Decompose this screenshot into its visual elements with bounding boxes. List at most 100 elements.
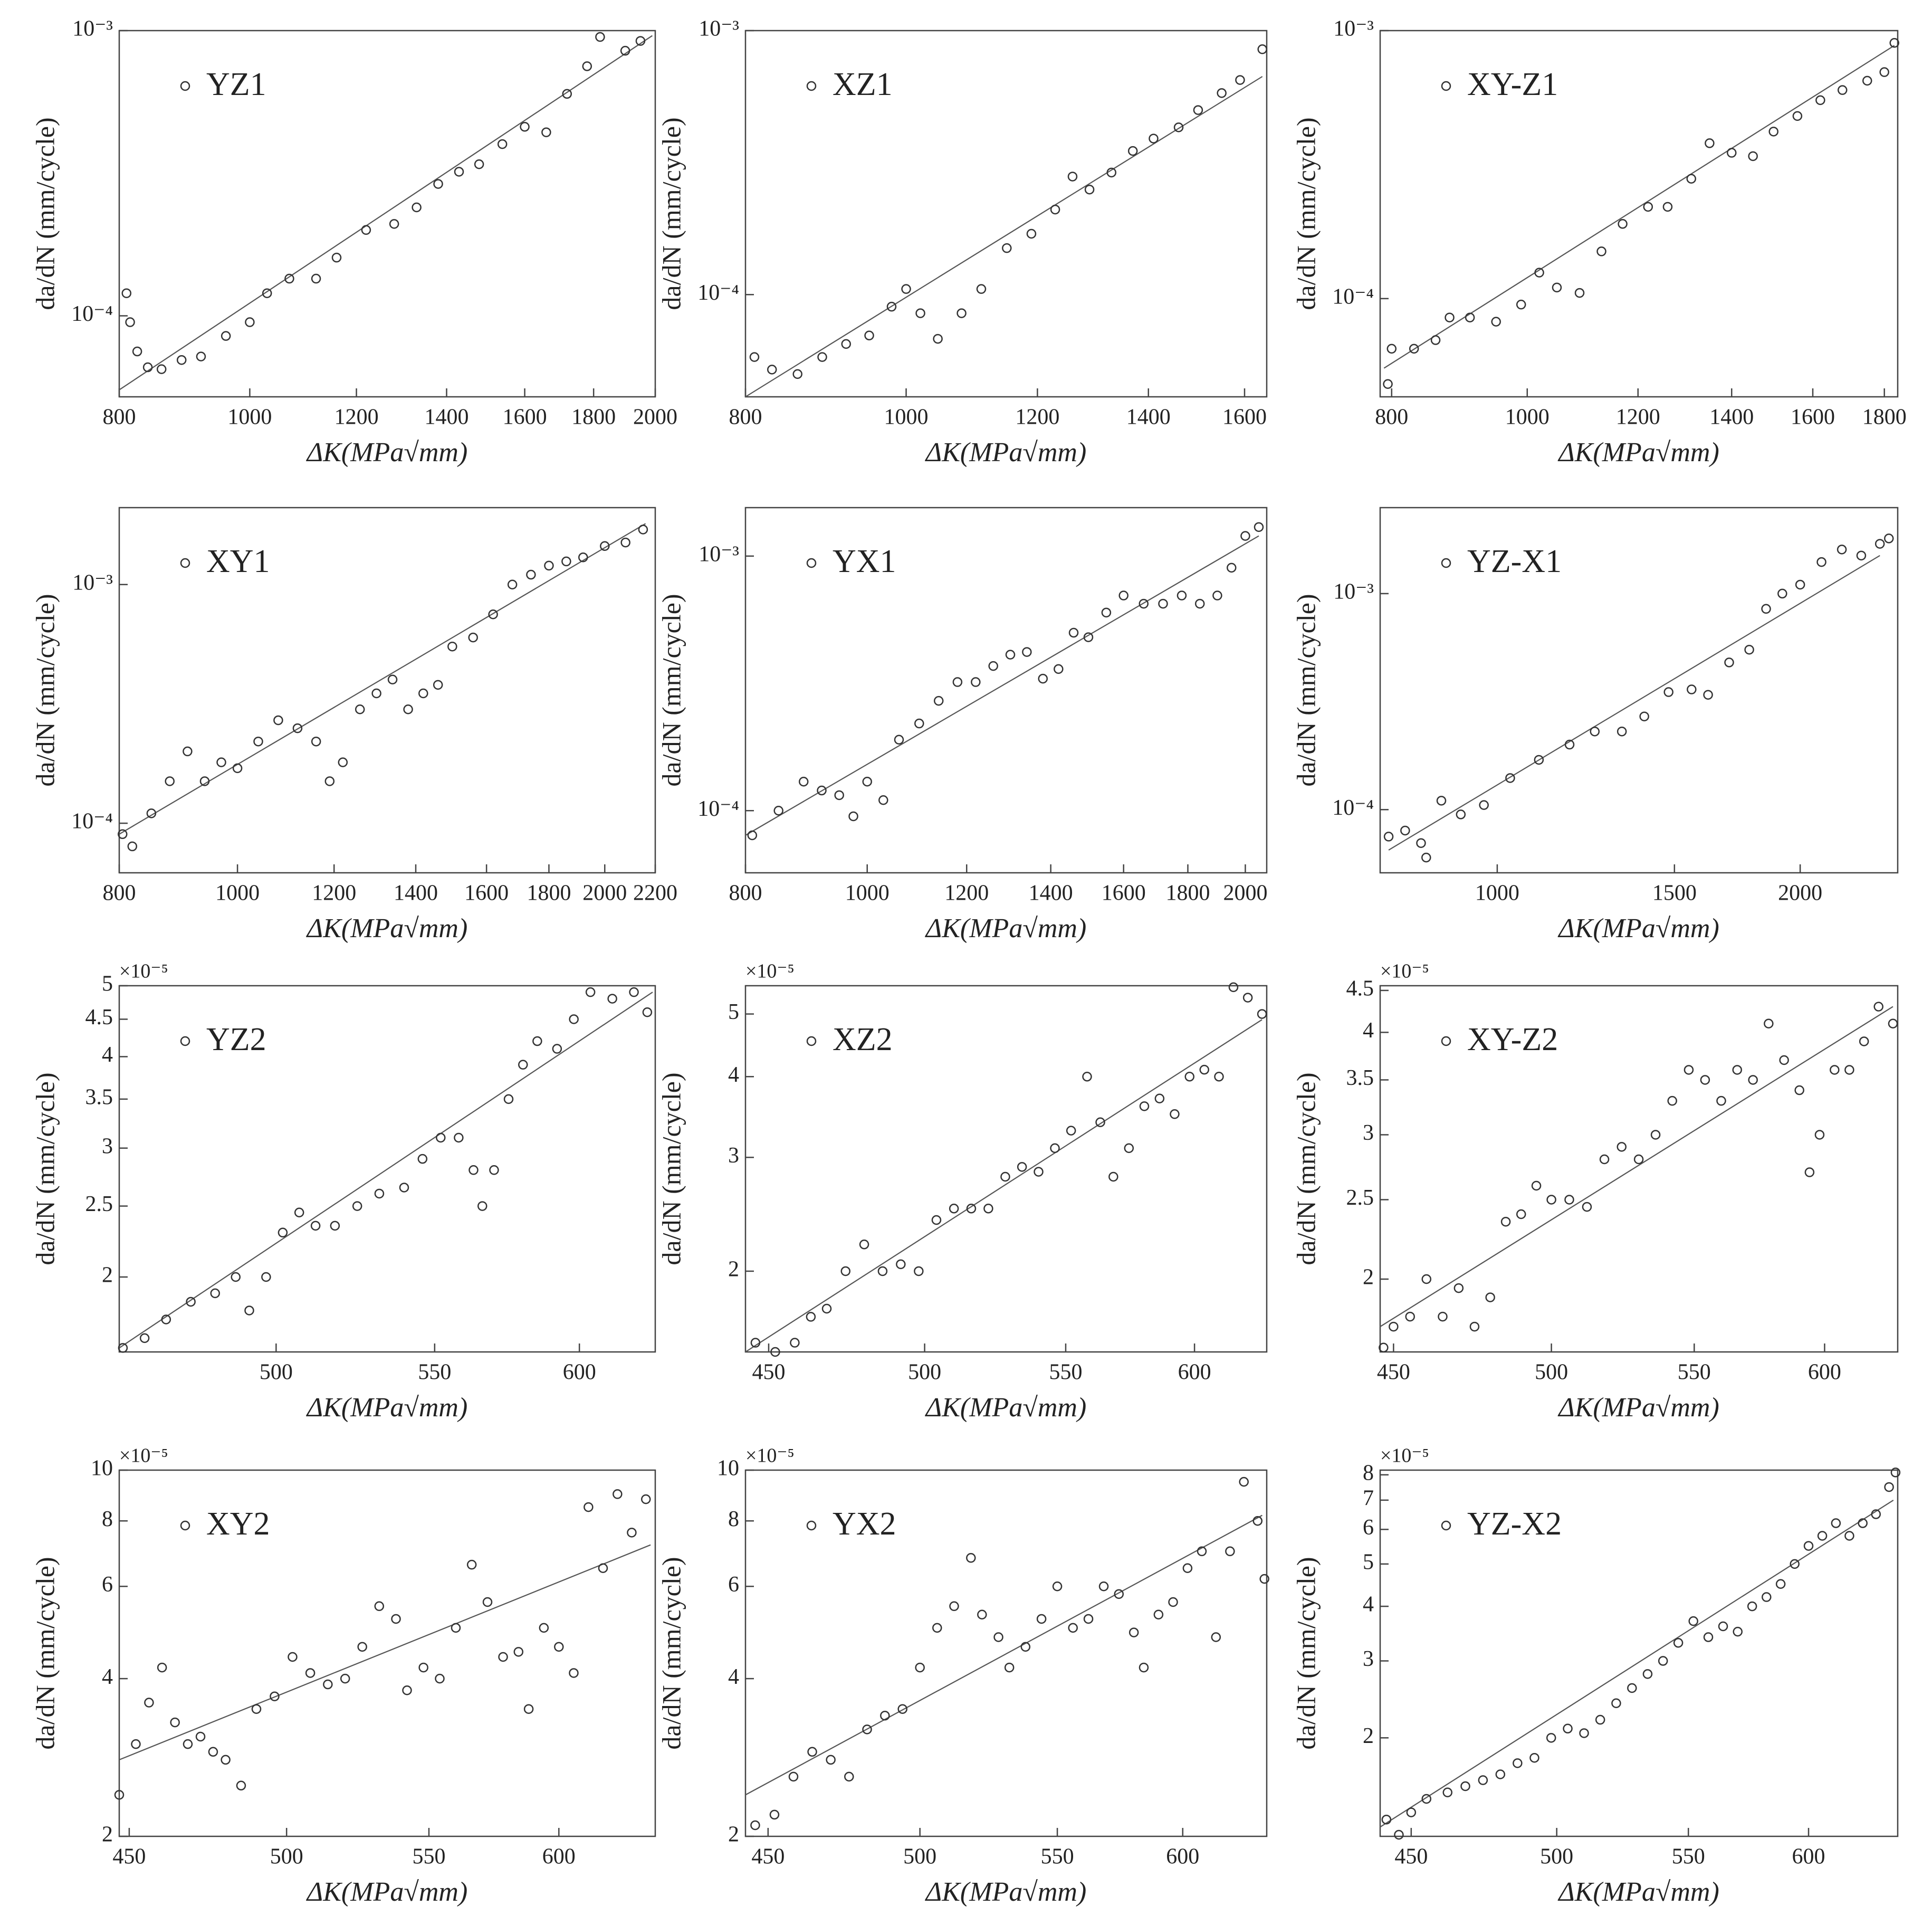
data-point (125, 317, 135, 327)
data-point (310, 1221, 321, 1231)
x-tick-label: 1000 (884, 405, 929, 430)
fit-line (1383, 45, 1895, 369)
data-point (526, 569, 536, 580)
data-point (562, 89, 572, 99)
data-point (278, 1227, 288, 1238)
y-tick-label: 10 (717, 1456, 739, 1481)
fit-line (745, 1514, 1263, 1796)
data-point (292, 723, 303, 733)
data-point (1083, 1614, 1094, 1624)
data-point (840, 1266, 851, 1276)
x-axis-label: ΔK(MPa√mm) (925, 913, 1087, 944)
y-tick-label: 3.5 (1346, 1066, 1374, 1090)
data-point (1022, 647, 1032, 657)
data-point (1633, 1154, 1644, 1165)
data-point (1409, 344, 1419, 354)
y-tick-label: 8 (102, 1507, 113, 1531)
x-tick-label: 1000 (1505, 405, 1550, 430)
data-point (1478, 1775, 1488, 1785)
data-point (1688, 1616, 1698, 1626)
data-point (520, 122, 530, 132)
y-tick-label: 10⁻³ (1333, 17, 1374, 41)
data-point (1421, 1794, 1432, 1804)
data-point (1445, 312, 1455, 322)
data-point (1173, 122, 1184, 132)
y-tick-label: 2 (102, 1823, 113, 1847)
data-point (1381, 1814, 1392, 1825)
data-point (1790, 1559, 1800, 1569)
x-tick-label: 450 (752, 1360, 785, 1385)
legend-marker (1441, 1520, 1451, 1531)
data-point (183, 746, 193, 757)
data-point (1618, 219, 1628, 229)
data-point (232, 763, 243, 774)
data-point (1888, 1018, 1898, 1028)
data-point (1844, 1065, 1854, 1075)
data-point (1775, 1579, 1786, 1589)
y-tick-label: 6 (728, 1573, 739, 1597)
data-point (1516, 1209, 1526, 1219)
data-point (1673, 1638, 1684, 1648)
y-multiplier: ×10⁻⁵ (119, 960, 168, 983)
data-point (1727, 148, 1737, 158)
data-point (1687, 684, 1697, 694)
data-point (1764, 1018, 1774, 1028)
data-point (1438, 1311, 1448, 1322)
x-tick-label: 450 (1377, 1360, 1410, 1385)
data-point (1197, 1546, 1207, 1557)
data-point (1862, 75, 1872, 86)
data-point (231, 1272, 241, 1282)
data-point (1389, 1321, 1399, 1332)
data-point (118, 829, 128, 840)
data-point (1228, 982, 1239, 993)
data-point (1005, 650, 1016, 660)
y-tick-label: 2 (728, 1823, 739, 1847)
data-point (1400, 825, 1410, 836)
x-tick-label: 600 (1178, 1360, 1211, 1385)
legend-label: YZ1 (206, 66, 266, 102)
data-point (638, 525, 648, 535)
data-point (1066, 1126, 1076, 1136)
data-point (957, 308, 967, 318)
y-tick-label: 3.5 (85, 1085, 113, 1110)
x-axis-label: ΔK(MPa√mm) (925, 437, 1087, 468)
y-tick-label: 2 (1363, 1265, 1374, 1290)
data-point (1405, 1311, 1415, 1322)
data-point (1546, 1195, 1556, 1205)
data-point (1871, 1509, 1881, 1519)
data-point (582, 61, 592, 71)
data-point (1531, 1180, 1542, 1191)
x-tick-label: 1400 (1709, 405, 1754, 430)
x-tick-label: 1000 (1475, 881, 1519, 906)
y-tick-label: 4 (1363, 1018, 1374, 1043)
data-point (862, 777, 872, 787)
x-tick-label: 1200 (1616, 405, 1660, 430)
data-point (1095, 1117, 1105, 1127)
x-tick-label: 1600 (464, 881, 509, 906)
data-point (1383, 379, 1393, 389)
data-point (1879, 67, 1889, 77)
data-point (454, 167, 464, 177)
data-point (1650, 1130, 1661, 1140)
data-point (788, 1771, 799, 1782)
y-tick-label: 3 (102, 1134, 113, 1158)
y-tick-label: 6 (1363, 1516, 1374, 1540)
x-axis-label: ΔK(MPa√mm) (306, 437, 468, 468)
plot-frame (1379, 985, 1899, 1353)
data-point (532, 1036, 542, 1046)
data-point (749, 352, 760, 362)
plot-frame (1379, 30, 1899, 398)
data-point (1814, 1130, 1825, 1140)
data-point (1182, 1563, 1193, 1574)
data-point (1748, 1075, 1758, 1085)
data-point (848, 811, 858, 822)
data-point (131, 1739, 141, 1749)
y-tick-label: 2.5 (1346, 1186, 1374, 1210)
data-point (1733, 1626, 1743, 1637)
legend-marker (806, 1036, 817, 1046)
data-point (488, 609, 498, 620)
y-tick-label: 10⁻³ (699, 542, 739, 566)
fit-line (1380, 1006, 1893, 1328)
legend-label: YZ-X2 (1467, 1506, 1562, 1542)
data-point (1890, 1467, 1901, 1478)
